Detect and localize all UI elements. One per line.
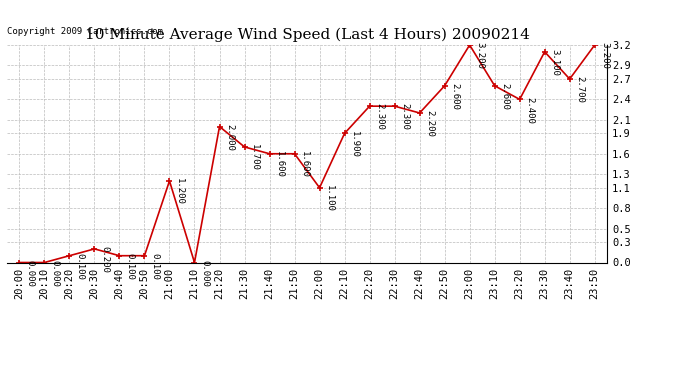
Text: 1.200: 1.200 bbox=[175, 178, 184, 205]
Text: 3.100: 3.100 bbox=[550, 49, 559, 76]
Text: 0.100: 0.100 bbox=[150, 253, 159, 280]
Text: 0.200: 0.200 bbox=[100, 246, 109, 273]
Text: 0.100: 0.100 bbox=[125, 253, 134, 280]
Text: 0.000: 0.000 bbox=[50, 260, 59, 286]
Text: 2.700: 2.700 bbox=[575, 76, 584, 103]
Text: Copyright 2009 Cartronics.com: Copyright 2009 Cartronics.com bbox=[7, 27, 163, 36]
Text: 1.100: 1.100 bbox=[325, 185, 334, 212]
Text: 1.600: 1.600 bbox=[300, 151, 309, 178]
Text: 2.600: 2.600 bbox=[500, 83, 509, 110]
Text: 1.600: 1.600 bbox=[275, 151, 284, 178]
Text: 2.200: 2.200 bbox=[425, 110, 434, 137]
Text: 0.000: 0.000 bbox=[200, 260, 209, 286]
Text: 3.200: 3.200 bbox=[600, 42, 609, 69]
Text: 0.000: 0.000 bbox=[25, 260, 34, 286]
Text: 2.300: 2.300 bbox=[400, 104, 409, 130]
Text: 1.700: 1.700 bbox=[250, 144, 259, 171]
Text: 2.000: 2.000 bbox=[225, 124, 234, 151]
Text: 0.100: 0.100 bbox=[75, 253, 84, 280]
Text: 2.400: 2.400 bbox=[525, 97, 534, 123]
Title: 10 Minute Average Wind Speed (Last 4 Hours) 20090214: 10 Minute Average Wind Speed (Last 4 Hou… bbox=[85, 28, 529, 42]
Text: 2.600: 2.600 bbox=[450, 83, 459, 110]
Text: 1.900: 1.900 bbox=[350, 130, 359, 158]
Text: 3.200: 3.200 bbox=[475, 42, 484, 69]
Text: 2.300: 2.300 bbox=[375, 104, 384, 130]
